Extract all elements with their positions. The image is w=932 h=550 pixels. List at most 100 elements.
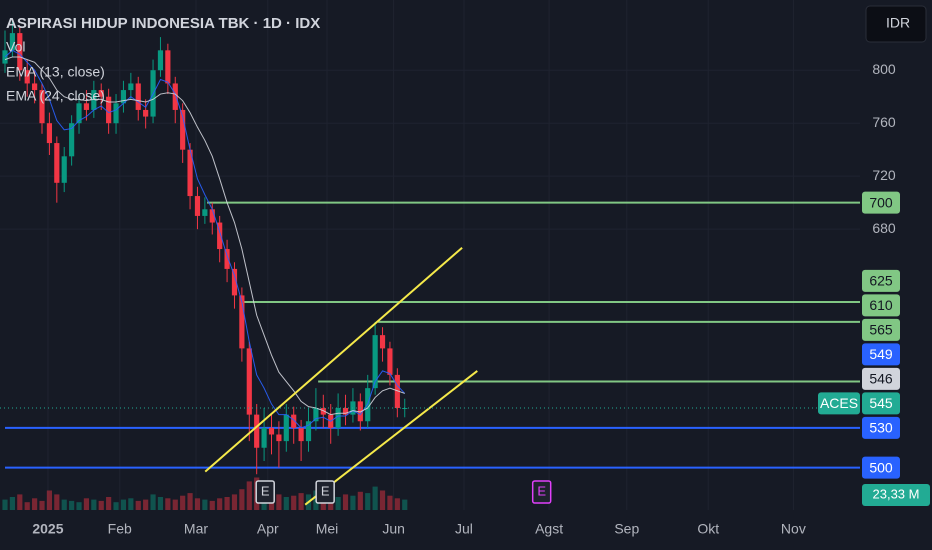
- candle-body: [61, 156, 67, 183]
- x-tick-label: Agst: [535, 521, 563, 537]
- volume-bar: [113, 502, 119, 510]
- candle-body: [268, 427, 275, 435]
- volume-bar: [128, 498, 134, 510]
- candle-body: [9, 33, 15, 51]
- volume-bar: [350, 495, 356, 510]
- volume-bar: [387, 495, 393, 510]
- volume-bar: [335, 497, 341, 510]
- volume-bar: [342, 494, 349, 510]
- volume-bar: [120, 499, 127, 510]
- price-tag: [862, 269, 900, 292]
- x-tick-label: Mar: [184, 521, 208, 537]
- x-tick-label: Nov: [781, 521, 806, 537]
- x-tick-label: Okt: [697, 521, 719, 537]
- price-tag-label: 610: [869, 297, 893, 313]
- trendline: [204, 246, 463, 473]
- candle-body: [135, 83, 141, 110]
- candle-body: [32, 83, 38, 91]
- volume-bar: [143, 499, 149, 510]
- candle-body: [224, 249, 230, 269]
- event-marker: [255, 480, 275, 504]
- volume-bar: [76, 502, 82, 510]
- candle-body: [54, 143, 60, 183]
- y-tick-label: 720: [872, 167, 896, 183]
- x-tick-label: Sep: [614, 521, 639, 537]
- volume-bar: [180, 495, 186, 510]
- volume-bar: [357, 491, 363, 510]
- volume-bar: [194, 498, 201, 510]
- currency-label[interactable]: IDR: [886, 15, 910, 31]
- volume-bar: [394, 498, 400, 510]
- candle-body: [372, 335, 378, 389]
- candle-body: [217, 222, 223, 250]
- volume-bar: [157, 497, 164, 510]
- volume-bar: [224, 497, 230, 510]
- candle-body: [91, 90, 97, 110]
- price-tag: [862, 294, 900, 317]
- volume-bar: [69, 500, 75, 510]
- price-tag: [862, 343, 900, 366]
- candle-body: [357, 401, 363, 422]
- currency-button[interactable]: [865, 5, 927, 43]
- volume-tag: [862, 484, 930, 506]
- y-tick-label: 680: [872, 220, 896, 236]
- volume-bar: [365, 493, 371, 510]
- event-label: E: [321, 483, 330, 498]
- candle-body: [194, 196, 201, 216]
- candle-body: [17, 33, 23, 71]
- volume-bar: [135, 500, 141, 510]
- legend-entry: EMA (24, close): [6, 88, 105, 104]
- volume-bar: [187, 493, 193, 510]
- volume-bar: [202, 499, 208, 510]
- candle-body: [157, 50, 164, 71]
- event-label: E: [261, 483, 270, 498]
- candle-body: [76, 103, 82, 124]
- price-tag-label: 700: [869, 194, 893, 210]
- candle-body: [342, 408, 349, 415]
- volume-bar: [231, 494, 238, 510]
- x-tick-label: Mei: [316, 521, 339, 537]
- candle-body: [128, 83, 134, 91]
- candle-body: [298, 427, 304, 442]
- candle-body: [387, 348, 393, 375]
- volume-bar: [165, 498, 171, 510]
- ticker-label: ACES: [820, 395, 858, 411]
- candle-body: [83, 103, 90, 110]
- volume-bar: [24, 502, 30, 510]
- volume-bar: [91, 499, 97, 510]
- volume-bar: [239, 489, 245, 510]
- candle-body: [276, 434, 282, 442]
- volume-bar: [217, 498, 223, 510]
- candle-body: [165, 50, 171, 84]
- candle-body: [261, 427, 267, 448]
- volume-bar: [61, 499, 67, 510]
- candle-body: [283, 414, 289, 442]
- volume-bar: [283, 497, 289, 510]
- candle-body: [69, 123, 75, 157]
- candle-body: [254, 414, 260, 448]
- price-tag: [862, 416, 900, 439]
- candle-body: [239, 295, 245, 349]
- price-tag-label: 565: [869, 322, 893, 338]
- y-tick-label: 800: [872, 61, 896, 77]
- candle-body: [46, 123, 53, 144]
- price-tag: [862, 318, 900, 341]
- candle-body: [209, 209, 215, 223]
- candle-body: [246, 348, 252, 415]
- legend-entry: Vol: [6, 39, 25, 55]
- chart-title: ASPIRASI HIDUP INDONESIA TBK · 1D · IDX: [6, 15, 320, 32]
- volume-bar: [83, 498, 90, 510]
- candle-body: [305, 421, 312, 442]
- volume-bar: [291, 495, 297, 510]
- price-tag-label: 545: [869, 395, 893, 411]
- volume-bar: [46, 490, 53, 510]
- candle-body: [379, 335, 386, 349]
- x-tick-label: Jun: [382, 521, 405, 537]
- candle-body: [313, 408, 319, 422]
- price-tag-label: 530: [869, 420, 893, 436]
- event-label: E: [537, 483, 546, 498]
- volume-bar: [298, 493, 304, 510]
- price-tag: [862, 367, 900, 390]
- candle-body: [335, 408, 341, 428]
- price-tag: [862, 191, 900, 214]
